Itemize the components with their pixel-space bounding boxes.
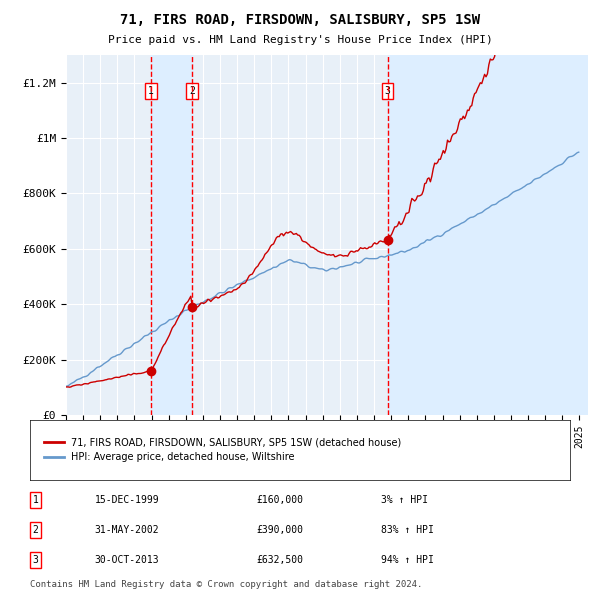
Text: 31-MAY-2002: 31-MAY-2002	[95, 525, 160, 535]
Text: Price paid vs. HM Land Registry's House Price Index (HPI): Price paid vs. HM Land Registry's House …	[107, 35, 493, 45]
Text: 3% ↑ HPI: 3% ↑ HPI	[381, 495, 428, 505]
Text: 71, FIRS ROAD, FIRSDOWN, SALISBURY, SP5 1SW: 71, FIRS ROAD, FIRSDOWN, SALISBURY, SP5 …	[120, 13, 480, 27]
Text: Contains HM Land Registry data © Crown copyright and database right 2024.
This d: Contains HM Land Registry data © Crown c…	[30, 580, 422, 590]
Text: 15-DEC-1999: 15-DEC-1999	[95, 495, 160, 505]
Text: 1: 1	[148, 86, 154, 96]
Text: £632,500: £632,500	[257, 555, 304, 565]
Text: 83% ↑ HPI: 83% ↑ HPI	[381, 525, 434, 535]
Text: 3: 3	[32, 555, 38, 565]
Text: £160,000: £160,000	[257, 495, 304, 505]
Text: 2: 2	[32, 525, 38, 535]
Text: 94% ↑ HPI: 94% ↑ HPI	[381, 555, 434, 565]
Text: 3: 3	[385, 86, 391, 96]
Text: 30-OCT-2013: 30-OCT-2013	[95, 555, 160, 565]
Bar	[388, 55, 588, 415]
Bar	[151, 55, 192, 415]
Legend: 71, FIRS ROAD, FIRSDOWN, SALISBURY, SP5 1SW (detached house), HPI: Average price: 71, FIRS ROAD, FIRSDOWN, SALISBURY, SP5 …	[40, 434, 406, 466]
Text: £390,000: £390,000	[257, 525, 304, 535]
Text: 2: 2	[189, 86, 195, 96]
Text: 1: 1	[32, 495, 38, 505]
